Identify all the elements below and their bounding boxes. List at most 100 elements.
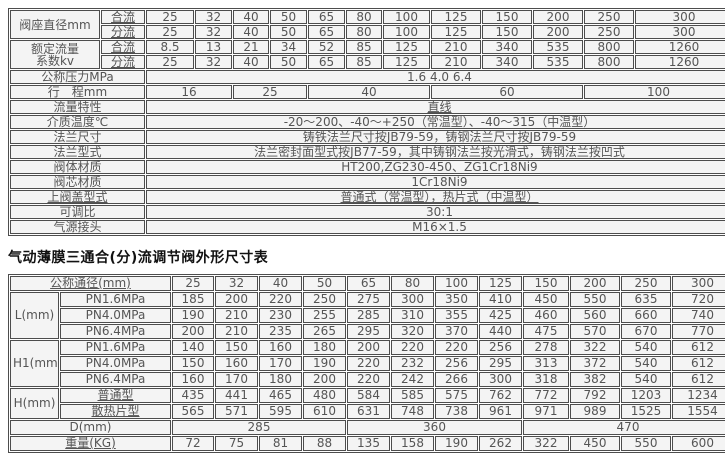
table-cell: 275: [347, 292, 390, 307]
table-cell: 180: [259, 372, 302, 387]
table-row: PN4.0MPa 190 210 230 255 285 310 355 425 460 560 66…: [10, 308, 725, 323]
table-cell: 800: [584, 55, 634, 69]
table-cell: 40: [259, 276, 302, 291]
table-cell: 535: [533, 55, 583, 69]
table-cell: 32: [195, 25, 232, 39]
table-cell: 140: [172, 340, 214, 355]
table-cell: 160: [259, 340, 302, 355]
table-cell: 250: [584, 10, 634, 24]
table-cell: 190: [303, 356, 346, 371]
table-cell: 740: [672, 308, 725, 323]
table-cell: 铸铁法兰尺寸按JB79-59，铸钢法兰尺寸按JB79-59: [146, 130, 725, 144]
table-cell: 585: [391, 388, 434, 403]
table-cell: 571: [215, 404, 258, 419]
table-cell: 210: [431, 55, 481, 69]
table-cell: 200: [303, 372, 346, 387]
table-cell: 220: [347, 356, 390, 371]
row-label-H: H(mm): [10, 388, 59, 419]
table-cell: 450: [523, 292, 569, 307]
table-cell: 792: [570, 388, 620, 403]
table-cell: 535: [533, 40, 583, 54]
table-cell: -20～200、-40～+250（常温型）、-40～315（中温型）: [146, 115, 725, 129]
table-cell: 450: [570, 436, 620, 451]
table-cell: 340: [482, 40, 532, 54]
table-cell: 135: [347, 436, 390, 451]
table-cell: 1.6 4.0 6.4: [146, 70, 725, 84]
table-cell: 1Cr18Ni9: [146, 175, 725, 189]
sublabel-pn64: PN6.4MPa: [60, 324, 171, 339]
table-cell: 25: [233, 85, 307, 99]
sublabel-pn16: PN1.6MPa: [60, 292, 171, 307]
sublabel-diverging[interactable]: 分流: [101, 55, 145, 69]
table-cell: 300: [672, 276, 725, 291]
table-cell: 25: [146, 10, 194, 24]
table-cell: 355: [435, 308, 478, 323]
table-cell: 65: [308, 55, 345, 69]
table-cell: 50: [270, 10, 307, 24]
table-cell: 560: [570, 308, 620, 323]
row-label-flow-characteristic: 流量特性: [10, 100, 145, 114]
row-label-L: L(mm): [10, 292, 59, 339]
table-row: 气源接头 M16×1.5: [10, 220, 725, 234]
sublabel-converging[interactable]: 合流: [101, 40, 145, 54]
table-row: PN4.0MPa 150 160 170 190 220 232 256 295 313 372 54…: [10, 356, 725, 371]
sublabel-standard-type[interactable]: 普通型: [60, 388, 171, 403]
sublabel-finned-type[interactable]: 散热片型: [60, 404, 171, 419]
table-cell: 550: [621, 436, 671, 451]
table-cell: 310: [391, 308, 434, 323]
table-row: PN6.4MPa 160 170 180 200 220 242 266 300 318 382 54…: [10, 372, 725, 387]
table-cell: 50: [303, 276, 346, 291]
table-cell: 160: [215, 356, 258, 371]
table-row: 阀体材质 HT200,ZG230-450、ZG1Cr18Ni9: [10, 160, 725, 174]
table-cell: 220: [391, 340, 434, 355]
table-cell: 1260: [635, 40, 725, 54]
link-cell[interactable]: 直线: [146, 100, 725, 114]
link-cell[interactable]: 普通式（常温型），热片式（中温型）: [146, 190, 725, 204]
table-cell: 210: [431, 40, 481, 54]
table-cell: 125: [431, 10, 481, 24]
table-cell: 21: [233, 40, 269, 54]
table-cell: 230: [259, 308, 302, 323]
sublabel-pn64: PN6.4MPa: [60, 372, 171, 387]
row-label-air-supply-connection: 气源接头: [10, 220, 145, 234]
row-label-D: D(mm): [10, 420, 171, 435]
table-cell: 631: [347, 404, 390, 419]
table-cell: 190: [435, 436, 478, 451]
table-cell: 295: [479, 356, 522, 371]
table-cell: 1203: [621, 388, 671, 403]
table-cell: 85: [346, 40, 382, 54]
table-cell: 660: [621, 308, 671, 323]
table-cell: 13: [195, 40, 232, 54]
row-label-weight[interactable]: 重量(KG): [10, 436, 171, 451]
table-cell: 65: [308, 10, 345, 24]
table-row: 分流 25 32 40 50 65 80 100 125 150 200 250 300: [10, 25, 725, 39]
table-row: 重量(KG) 72 75 81 88 135 158 190 262 322 450 550 600: [10, 436, 725, 451]
table-cell: 584: [347, 388, 390, 403]
table-cell: 235: [259, 324, 302, 339]
table-cell: 65: [347, 276, 390, 291]
table-cell: 81: [259, 436, 302, 451]
table-cell: 100: [584, 85, 725, 99]
table-cell: 370: [435, 324, 478, 339]
table-cell: 460: [523, 308, 569, 323]
page: 阀座直径mm 合流 25 32 40 50 65 80 100 125 150 200 250 300 分流…: [8, 8, 725, 453]
sublabel-diverging[interactable]: 分流: [101, 25, 145, 39]
table-cell: 法兰密封面型式按JB77-59，其中铸钢法兰按光滑式，铸钢法兰按凹式: [146, 145, 725, 159]
table-cell: 85: [346, 55, 382, 69]
table-cell: 190: [172, 308, 214, 323]
table-cell: 322: [523, 436, 569, 451]
table-cell: 285: [347, 308, 390, 323]
table-cell: 300: [635, 10, 725, 24]
table-cell: 340: [482, 55, 532, 69]
table-cell: 8.5: [146, 40, 194, 54]
row-label-bonnet-type[interactable]: 上阀盖型式: [10, 190, 145, 204]
table-cell: 1234: [672, 388, 725, 403]
table-row: 分流 25 32 40 50 65 85 125 210 340 535 800 1260: [10, 55, 725, 69]
table-cell: 80: [346, 25, 382, 39]
row-label-nominal-diameter[interactable]: 公称通径(mm): [10, 276, 171, 291]
valve-spec-table: 阀座直径mm 合流 25 32 40 50 65 80 100 125 150 200 250 300 分流…: [8, 8, 725, 236]
sublabel-converging[interactable]: 合流: [101, 10, 145, 24]
table-cell: 250: [621, 276, 671, 291]
table-cell: 100: [383, 25, 430, 39]
row-label-stroke: 行 程mm: [10, 85, 145, 99]
